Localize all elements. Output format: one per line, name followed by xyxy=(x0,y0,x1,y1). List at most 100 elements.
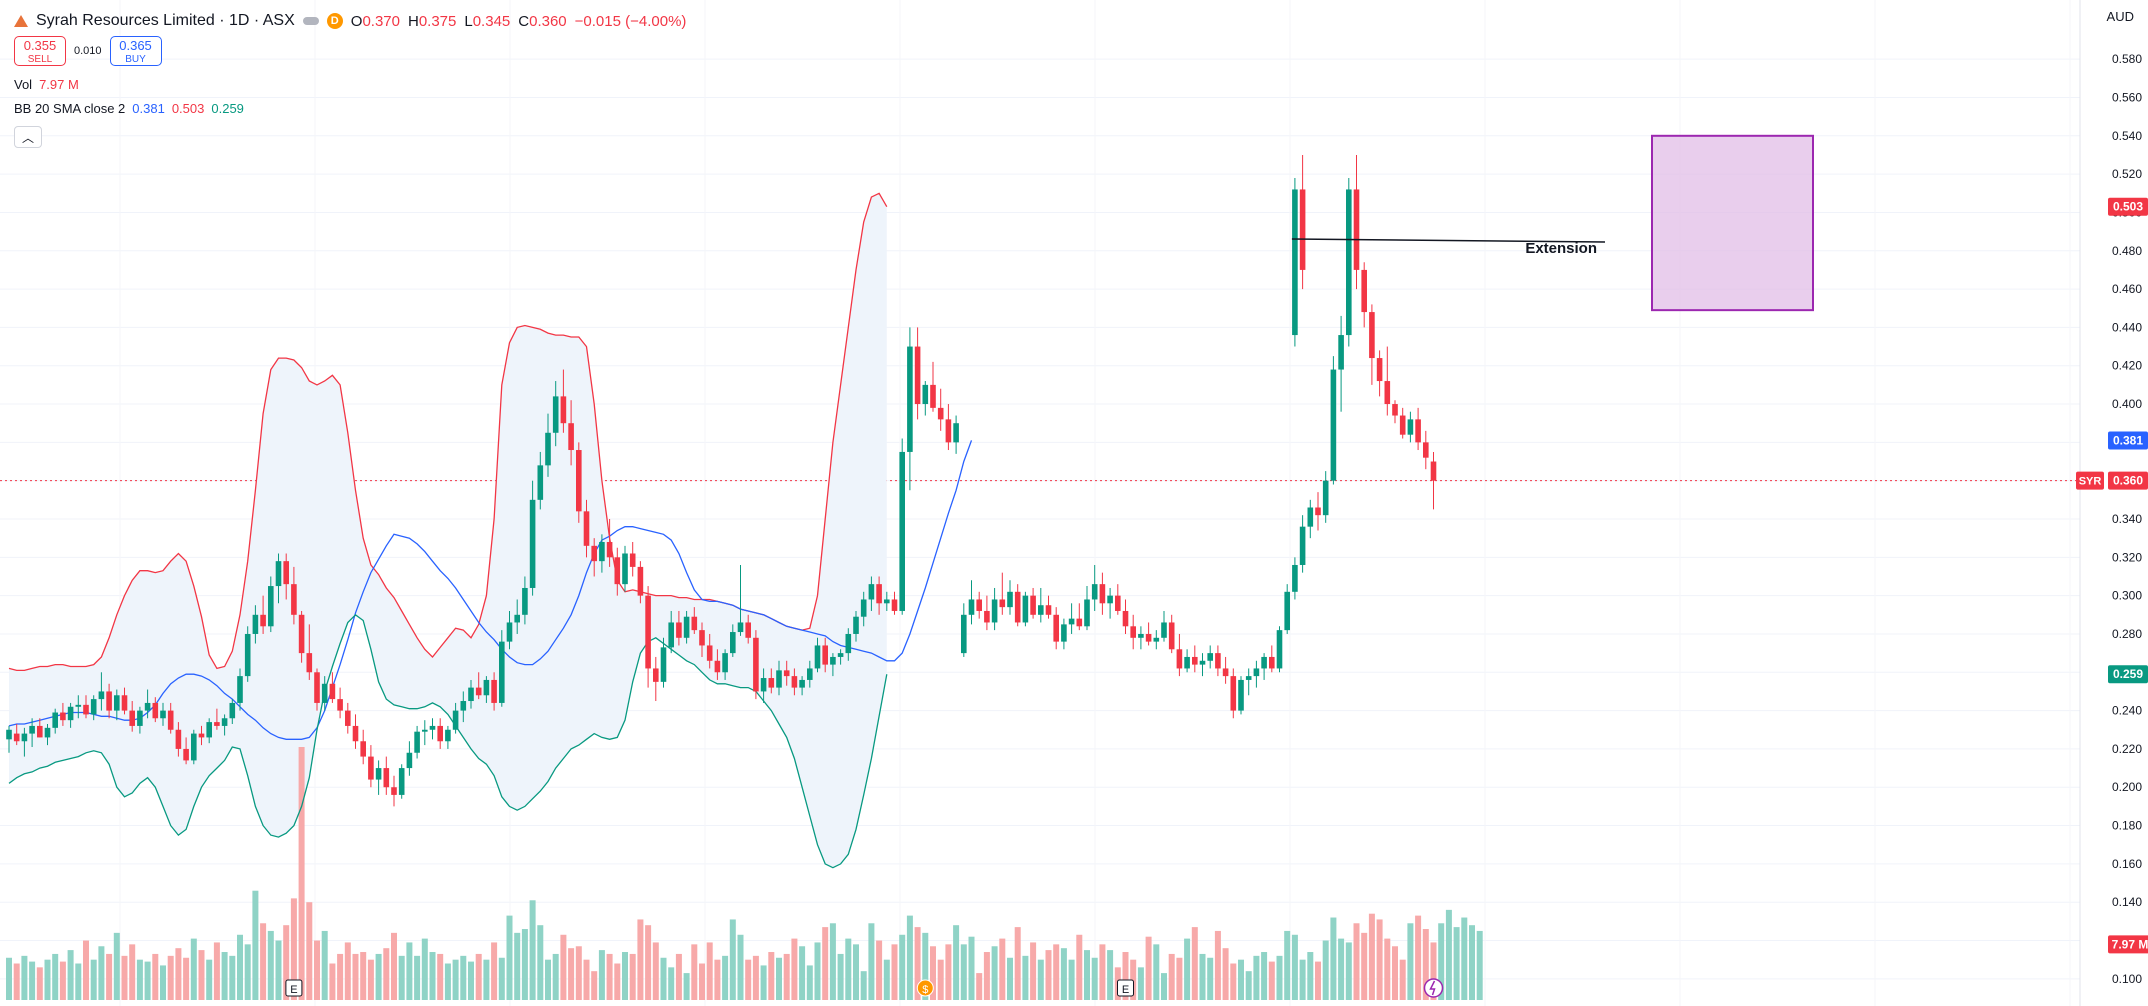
volume-legend[interactable]: Vol 7.97 M xyxy=(14,74,686,94)
volume-bar xyxy=(67,950,74,1000)
candle-body xyxy=(98,691,105,700)
candle-body xyxy=(937,407,944,420)
volume-bar xyxy=(468,961,474,1000)
candlesticks xyxy=(6,154,1437,807)
earnings-marker-icon xyxy=(1117,979,1134,997)
candle-body xyxy=(568,423,574,451)
volume-bar xyxy=(714,959,721,1000)
volume-bar xyxy=(398,955,405,1000)
candle-body xyxy=(321,683,328,703)
candle-body xyxy=(529,499,536,588)
candle-body xyxy=(422,729,428,732)
candle-body xyxy=(1238,679,1244,711)
volume-bar xyxy=(1291,934,1298,1000)
candle-body xyxy=(930,384,936,408)
candle-body xyxy=(383,768,390,788)
ohlc-low: L0.345 xyxy=(464,12,511,30)
volume-bar xyxy=(991,946,998,1000)
candle-body xyxy=(1207,653,1213,661)
candle-body xyxy=(1099,584,1106,604)
volume-bar xyxy=(1068,959,1075,1000)
candle-body xyxy=(1215,653,1221,669)
volume-bar xyxy=(999,938,1006,1000)
candle-body xyxy=(491,679,497,703)
bollinger-legend[interactable]: BB 20 SMA close 2 0.381 0.503 0.259 xyxy=(14,98,686,118)
candle-body xyxy=(884,599,890,604)
symbol-tag-text: SYR xyxy=(2079,476,2102,488)
volume-bar xyxy=(183,957,190,1000)
collapse-legend-button[interactable]: ︿ xyxy=(14,126,42,148)
volume-bar xyxy=(113,932,120,1000)
event-markers[interactable]: E $ E xyxy=(285,978,1444,998)
extension-annotation[interactable]: Extension xyxy=(1291,134,1814,347)
volume-bar xyxy=(1430,942,1437,1000)
candle-body xyxy=(1107,595,1113,604)
extension-box xyxy=(1651,134,1814,312)
bollinger-upper-value: 0.503 xyxy=(171,100,205,116)
candle-body xyxy=(298,614,305,654)
spread-value: 0.010 xyxy=(74,45,102,57)
candle-body xyxy=(345,710,351,726)
buy-button[interactable]: 0.365 BUY xyxy=(109,36,162,66)
candle-body xyxy=(907,346,913,452)
volume-bar xyxy=(367,959,374,1000)
candle-body xyxy=(714,660,721,673)
candle-body xyxy=(1361,269,1367,313)
candle-body xyxy=(899,451,905,611)
price-label-text: 0.360 xyxy=(2113,474,2143,488)
candle-body xyxy=(429,725,436,730)
volume-bar xyxy=(1322,940,1329,1000)
volume-bar xyxy=(13,963,20,1000)
volume-bar xyxy=(206,959,213,1000)
price-tick-label: 0.460 xyxy=(2112,282,2142,296)
candle-body xyxy=(360,741,366,757)
candle-body xyxy=(152,702,159,719)
candle-body xyxy=(60,712,66,721)
volume-bar xyxy=(306,902,313,1000)
candle-body xyxy=(753,637,759,692)
candle-body xyxy=(375,768,382,780)
volume-bar xyxy=(945,944,952,1000)
dividend-marker-icon xyxy=(916,979,934,997)
candle-body xyxy=(1284,591,1290,631)
candle-body xyxy=(1346,189,1352,336)
candle-body xyxy=(676,622,682,638)
candle-body xyxy=(260,614,266,627)
volume-bar xyxy=(699,963,705,1000)
volume-bar xyxy=(475,953,482,1000)
price-tick-label: 0.520 xyxy=(2112,167,2142,181)
candle-body xyxy=(167,710,174,730)
candle-body xyxy=(1138,633,1144,638)
volume-bar xyxy=(1076,934,1083,1000)
symbol-title[interactable]: Syrah Resources Limited · 1D · ASX xyxy=(36,12,295,29)
currency-label[interactable]: AUD xyxy=(2106,9,2134,24)
candle-body xyxy=(1292,189,1298,336)
volume-bar xyxy=(722,955,729,1000)
price-axis[interactable]: 0.5800.5600.5400.5200.5000.4800.4600.440… xyxy=(2076,0,2148,1006)
candle-body xyxy=(1115,595,1121,611)
candle-body xyxy=(1122,610,1129,627)
volume-bar xyxy=(660,957,667,1000)
volume-bar xyxy=(444,963,451,1000)
volume-bar xyxy=(1222,948,1229,1000)
candle-body xyxy=(1384,381,1391,405)
price-label-badge xyxy=(2108,471,2148,490)
candle-body xyxy=(337,699,343,711)
volume-bar xyxy=(906,915,913,1000)
volume-bar xyxy=(383,948,390,1000)
candle-body xyxy=(368,756,374,780)
candle-body xyxy=(37,725,43,738)
sell-button[interactable]: 0.355 SELL xyxy=(14,36,66,66)
price-tick-label: 0.440 xyxy=(2112,320,2142,334)
candle-body xyxy=(606,541,613,558)
volume-bar xyxy=(899,934,906,1000)
candle-body xyxy=(1245,676,1252,680)
volume-bar xyxy=(221,952,228,1000)
volume-bar xyxy=(237,934,243,1000)
candle-body xyxy=(583,511,590,546)
candle-body xyxy=(291,584,297,615)
candle-body xyxy=(622,553,628,585)
volume-bar xyxy=(275,940,282,1000)
delayed-badge[interactable]: D xyxy=(326,13,343,29)
